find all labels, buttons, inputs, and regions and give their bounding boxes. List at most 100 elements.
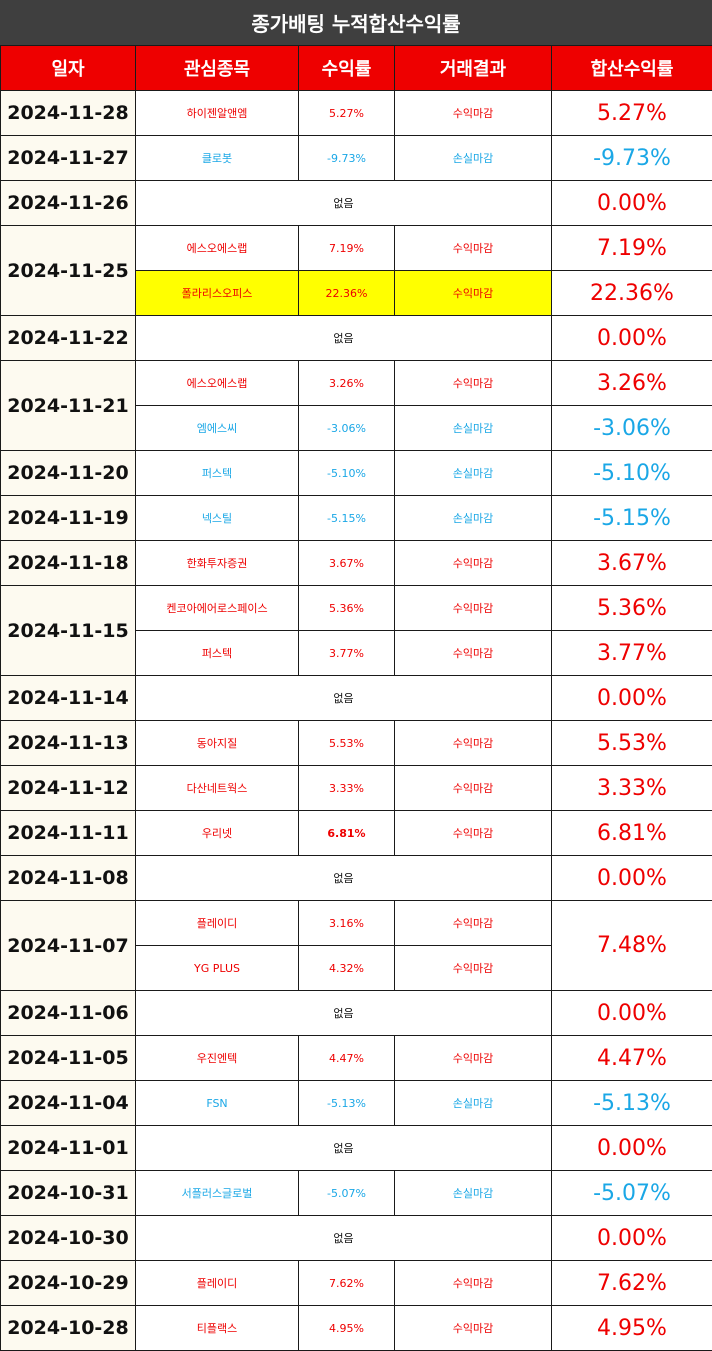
stock-name-cell: 퍼스텍 [135, 630, 299, 676]
stock-name-cell: 폴라리스오피스 [135, 270, 299, 316]
date-cell: 2024-11-07 [0, 900, 136, 991]
stock-name-cell: 퍼스텍 [135, 450, 299, 496]
return-rate-cell: -5.13% [298, 1080, 395, 1126]
trade-result-cell: 손실마감 [394, 450, 552, 496]
date-cell: 2024-10-30 [0, 1215, 136, 1261]
total-return-cell: -3.06% [551, 405, 712, 451]
table-row: 2024-10-28 티플랙스 4.95% 수익마감 4.95% [0, 1305, 712, 1351]
return-rate-cell: 7.62% [298, 1260, 395, 1306]
total-return-cell: 0.00% [551, 855, 712, 901]
table-row: 2024-10-29 플레이디 7.62% 수익마감 7.62% [0, 1260, 712, 1306]
total-return-cell: 0.00% [551, 675, 712, 721]
total-return-cell: -5.13% [551, 1080, 712, 1126]
date-cell: 2024-11-25 [0, 225, 136, 316]
stock-name-cell: 동아지질 [135, 720, 299, 766]
date-cell: 2024-11-12 [0, 765, 136, 811]
sheet-title: 종가배팅 누적합산수익률 [0, 0, 712, 45]
date-cell: 2024-11-14 [0, 675, 136, 721]
stock-name-cell: 켄코아에어로스페이스 [135, 585, 299, 631]
stock-name-cell: 엠에스씨 [135, 405, 299, 451]
table-row: 2024-11-05 우진엔텍 4.47% 수익마감 4.47% [0, 1035, 712, 1081]
trade-result-cell: 수익마감 [394, 585, 552, 631]
table-row: 폴라리스오피스 22.36% 수익마감 22.36% [1, 270, 712, 316]
return-rate-cell: -3.06% [298, 405, 395, 451]
no-trade-cell: 없음 [135, 855, 552, 901]
stock-name-cell: 에스오에스랩 [135, 360, 299, 406]
total-return-cell: 7.19% [551, 225, 712, 271]
return-rate-cell: 6.81% [298, 810, 395, 856]
return-rate-cell: -9.73% [298, 135, 395, 181]
trade-result-cell: 수익마감 [394, 945, 552, 991]
return-rate-cell: 5.27% [298, 90, 395, 136]
stock-name-cell: 넥스틸 [135, 495, 299, 541]
return-rate-cell: 3.67% [298, 540, 395, 586]
no-trade-cell: 없음 [135, 675, 552, 721]
table-row: 2024-11-22 없음 0.00% [0, 315, 712, 361]
total-return-cell: 7.62% [551, 1260, 712, 1306]
trade-result-cell: 손실마감 [394, 135, 552, 181]
total-return-cell: 4.47% [551, 1035, 712, 1081]
table-row: 2024-11-11 우리넷 6.81% 수익마감 6.81% [0, 810, 712, 856]
return-rate-cell: 3.33% [298, 765, 395, 811]
return-rate-cell: 5.36% [298, 585, 395, 631]
table-row: 엠에스씨 -3.06% 손실마감 -3.06% [1, 405, 712, 451]
no-trade-cell: 없음 [135, 1125, 552, 1171]
trade-result-cell: 수익마감 [394, 360, 552, 406]
return-rate-cell: 22.36% [298, 270, 395, 316]
table-row: 2024-11-18 한화투자증권 3.67% 수익마감 3.67% [0, 540, 712, 586]
header-rate: 수익률 [298, 45, 395, 91]
total-return-cell: 4.95% [551, 1305, 712, 1351]
total-return-cell: 0.00% [551, 315, 712, 361]
return-rate-cell: -5.10% [298, 450, 395, 496]
stock-name-cell: 플레이디 [135, 900, 299, 946]
stock-name-cell: 서플러스글로벌 [135, 1170, 299, 1216]
no-trade-cell: 없음 [135, 990, 552, 1036]
header-stock: 관심종목 [135, 45, 299, 91]
header-row: 일자 관심종목 수익률 거래결과 합산수익률 [0, 45, 712, 91]
trade-result-cell: 수익마감 [394, 90, 552, 136]
trade-result-cell: 손실마감 [394, 495, 552, 541]
trade-result-cell: 손실마감 [394, 405, 552, 451]
trade-result-cell: 수익마감 [394, 225, 552, 271]
header-result: 거래결과 [394, 45, 552, 91]
table-row: 2024-11-13 동아지질 5.53% 수익마감 5.53% [0, 720, 712, 766]
total-return-cell: -5.15% [551, 495, 712, 541]
date-cell: 2024-11-05 [0, 1035, 136, 1081]
trade-result-cell: 수익마감 [394, 720, 552, 766]
total-return-cell: 0.00% [551, 180, 712, 226]
total-return-cell: -5.07% [551, 1170, 712, 1216]
date-cell: 2024-11-15 [0, 585, 136, 676]
date-cell: 2024-11-21 [0, 360, 136, 451]
total-return-cell: 5.36% [551, 585, 712, 631]
trade-result-cell: 손실마감 [394, 1080, 552, 1126]
stock-name-cell: 다산네트웍스 [135, 765, 299, 811]
table-row: 2024-11-25 에스오에스랩 7.19% 수익마감 7.19% [0, 225, 712, 316]
no-trade-cell: 없음 [135, 315, 552, 361]
stock-name-cell: 우진엔텍 [135, 1035, 299, 1081]
table-row: 2024-11-20 퍼스텍 -5.10% 손실마감 -5.10% [0, 450, 712, 496]
return-rate-cell: 3.16% [298, 900, 395, 946]
total-return-cell: 3.67% [551, 540, 712, 586]
stock-name-cell: 우리넷 [135, 810, 299, 856]
table-row: 2024-11-21 에스오에스랩 3.26% 수익마감 3.26% [0, 360, 712, 451]
date-cell: 2024-11-20 [0, 450, 136, 496]
date-cell: 2024-11-28 [0, 90, 136, 136]
total-return-cell: -5.10% [551, 450, 712, 496]
return-rate-cell: 3.77% [298, 630, 395, 676]
date-cell: 2024-11-22 [0, 315, 136, 361]
date-cell: 2024-11-26 [0, 180, 136, 226]
table-row: 2024-11-28 하이젠알앤엠 5.27% 수익마감 5.27% [0, 90, 712, 136]
total-return-cell: 6.81% [551, 810, 712, 856]
date-cell: 2024-11-11 [0, 810, 136, 856]
trade-result-cell: 수익마감 [394, 1260, 552, 1306]
stock-name-cell: 티플랙스 [135, 1305, 299, 1351]
return-rate-cell: 7.19% [298, 225, 395, 271]
total-return-cell: 3.33% [551, 765, 712, 811]
table-row: 2024-11-26 없음 0.00% [0, 180, 712, 226]
total-return-cell: -9.73% [551, 135, 712, 181]
table-row: 2024-11-07 플레이디 3.16% 수익마감 7.48% [0, 900, 712, 991]
trade-result-cell: 수익마감 [394, 900, 552, 946]
date-cell: 2024-11-08 [0, 855, 136, 901]
date-cell: 2024-10-31 [0, 1170, 136, 1216]
no-trade-cell: 없음 [135, 180, 552, 226]
